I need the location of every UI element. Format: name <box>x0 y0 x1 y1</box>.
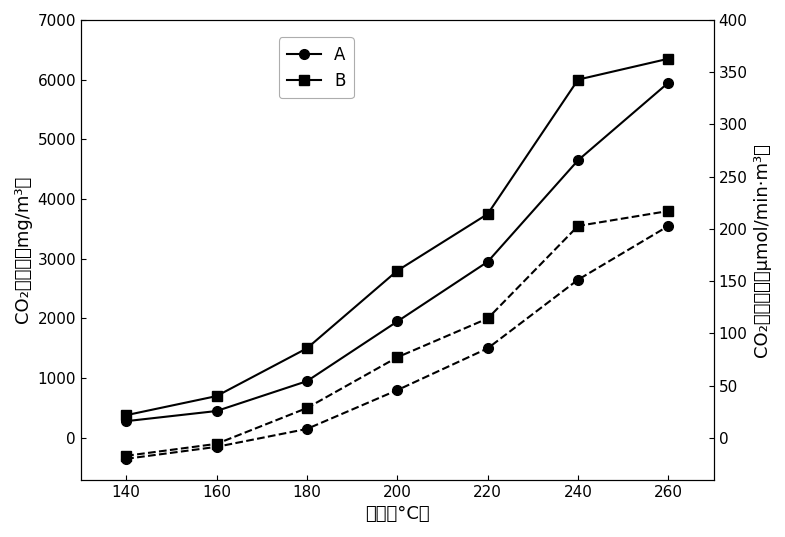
B <box>573 76 582 83</box>
Y-axis label: CO₂生成量（mg/m³）: CO₂生成量（mg/m³） <box>14 176 32 323</box>
B <box>212 393 221 400</box>
B <box>664 55 674 62</box>
Legend: A, B: A, B <box>279 38 354 98</box>
A <box>483 258 492 265</box>
A <box>392 318 402 325</box>
Line: B: B <box>121 54 674 420</box>
A <box>212 408 221 414</box>
Y-axis label: CO₂生成速率（μmol/min·m³）: CO₂生成速率（μmol/min·m³） <box>753 143 771 357</box>
A <box>302 378 312 384</box>
Line: A: A <box>121 78 674 426</box>
A <box>664 79 674 86</box>
A <box>122 418 131 424</box>
B <box>302 345 312 352</box>
X-axis label: 温度（°C）: 温度（°C） <box>365 505 429 523</box>
B <box>483 211 492 217</box>
A <box>573 157 582 163</box>
B <box>392 267 402 274</box>
B <box>122 412 131 418</box>
